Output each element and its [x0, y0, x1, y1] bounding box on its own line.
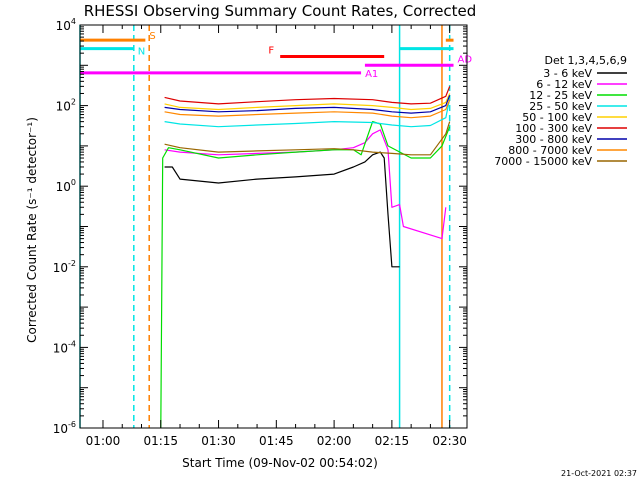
series-line-7	[164, 95, 451, 114]
legend-entry-label: 300 - 800 keV	[515, 133, 592, 146]
series-line-2	[164, 129, 447, 240]
y-tick-label: 10-4	[53, 339, 76, 355]
y-axis-label: Corrected Count Rate (s⁻¹ detector⁻¹)	[25, 117, 39, 343]
x-tick-label: 02:30	[432, 434, 467, 448]
state-bar-label: N	[138, 47, 145, 58]
x-axis-label: Start Time (09-Nov-02 00:54:02)	[182, 456, 378, 470]
x-tick-label: 01:30	[201, 434, 236, 448]
series-line-5	[164, 93, 451, 111]
state-bar-label: AD	[458, 54, 473, 65]
legend-entry-label: 100 - 300 keV	[515, 122, 592, 135]
legend-entry-label: 12 - 25 keV	[529, 89, 592, 102]
x-tick-label: 01:15	[143, 434, 178, 448]
series-line-9	[164, 121, 451, 156]
legend-entry-label: 50 - 100 keV	[522, 111, 592, 124]
legend-entry-label: 800 - 7000 keV	[508, 144, 592, 157]
state-bar-label: A1	[365, 69, 378, 80]
series-line-6	[164, 86, 451, 105]
series-line-1	[164, 151, 400, 268]
x-tick-label: 01:45	[259, 434, 294, 448]
x-tick-label: 02:00	[317, 434, 352, 448]
x-axis-ticks: 01:00 01:15 01:30 01:45 02:00 02:15 02:30	[86, 25, 467, 448]
timestamp-label: 21-Oct-2021 02:37	[561, 469, 637, 478]
y-tick-label: 10-6	[53, 420, 76, 436]
legend-entry-label: 7000 - 15000 keV	[494, 155, 592, 168]
state-bar-label: S	[149, 31, 155, 42]
legend-entry-label: 6 - 12 keV	[536, 78, 592, 91]
y-tick-label: 100	[56, 178, 76, 194]
y-tick-label: 102	[56, 98, 76, 114]
x-tick-label: 01:00	[86, 434, 121, 448]
legend-title: Det 1,3,4,5,6,9	[544, 54, 627, 67]
y-tick-label: 104	[56, 17, 76, 33]
y-tick-label: 10-2	[53, 259, 76, 275]
legend-entry-label: 3 - 6 keV	[543, 67, 592, 80]
x-tick-label: 02:15	[375, 434, 410, 448]
series-line-8	[164, 99, 451, 119]
state-bar-label: F	[268, 46, 274, 57]
legend-entry-label: 25 - 50 keV	[529, 100, 592, 113]
series-line-4	[164, 98, 451, 128]
chart-title: RHESSI Observing Summary Count Rates, Co…	[84, 2, 477, 20]
y-axis-ticks: 10-6 10-4 10-2 100 102 104	[53, 17, 467, 436]
